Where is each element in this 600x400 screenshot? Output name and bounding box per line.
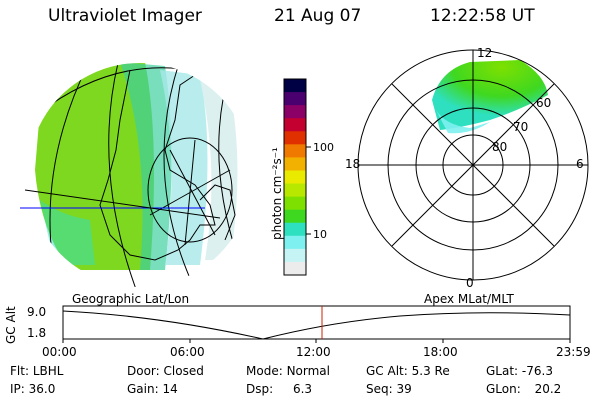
polar-hour-bottom: 0: [466, 276, 474, 290]
status-glat: GLat: -76.3: [486, 364, 553, 378]
dsp-label: Dsp:: [246, 382, 274, 396]
door-value: Closed: [163, 364, 204, 378]
ip-label: IP:: [10, 382, 25, 396]
time-tick-0000: 00:00: [42, 345, 77, 359]
status-mode: Mode: Normal: [246, 364, 330, 378]
polar-hour-left: 18: [345, 157, 361, 171]
time-tick-0600: 06:00: [170, 345, 205, 359]
filter-label: Flt:: [10, 364, 29, 378]
time-tick-2359: 23:59: [556, 345, 591, 359]
seq-value: 39: [396, 382, 412, 396]
colorbar-band: [284, 235, 306, 250]
status-dsp: Dsp: 6.3: [246, 382, 312, 396]
time-label: 12:22:58 UT: [430, 6, 535, 26]
colorbar-band: [284, 92, 306, 106]
status-gc-alt: GC Alt: 5.3 Re: [366, 364, 450, 378]
polar-hour-right: 6: [576, 157, 584, 171]
glon-value: 20.2: [534, 382, 562, 396]
gain-value: 14: [162, 382, 178, 396]
colorbar-band: [284, 183, 306, 198]
geographic-image: [20, 63, 252, 287]
gc-alt-value: 5.3 Re: [411, 364, 450, 378]
time-tick-1200: 12:00: [296, 345, 331, 359]
colorbar-band: [284, 248, 306, 263]
polar-ring-80: 80: [492, 140, 508, 154]
dsp-value: 6.3: [292, 382, 313, 396]
glat-label: GLat:: [486, 364, 519, 378]
date-label: 21 Aug 07: [274, 6, 362, 26]
status-seq: Seq: 39: [366, 382, 412, 396]
colorbar-band: [284, 157, 306, 172]
door-label: Door:: [127, 364, 160, 378]
colorbar-tick-10: 10: [313, 228, 327, 241]
altitude-timeline: [62, 305, 571, 343]
colorbar-band: [284, 209, 306, 224]
colorbar-band: [284, 105, 306, 119]
timeline-y-top: 9.0: [27, 305, 47, 319]
gain-label: Gain:: [127, 382, 159, 396]
colorbar-tick-100: 100: [313, 141, 334, 154]
polar-ring-70: 70: [513, 120, 529, 134]
polar-plot: [357, 49, 589, 281]
glat-value: -76.3: [521, 364, 553, 378]
colorbar-band: [284, 118, 306, 132]
time-tick-1800: 18:00: [423, 345, 458, 359]
ip-value: 36.0: [28, 382, 56, 396]
colorbar-band: [284, 170, 306, 185]
colorbar-band: [284, 131, 306, 145]
polar-ring-60: 60: [536, 96, 552, 110]
filter-value: LBHL: [32, 364, 64, 378]
timeline-right-title: Apex MLat/MLT: [424, 292, 514, 306]
colorbar: [283, 78, 311, 276]
status-ip: IP: 36.0: [10, 382, 55, 396]
gc-alt-label: GC Alt:: [366, 364, 408, 378]
mode-value: Normal: [286, 364, 330, 378]
status-door: Door: Closed: [127, 364, 204, 378]
polar-hour-top: 12: [477, 46, 493, 60]
instrument-title: Ultraviolet Imager: [48, 6, 202, 26]
status-glon: GLon: 20.2: [486, 382, 561, 396]
seq-label: Seq:: [366, 382, 393, 396]
colorbar-unit-label: photon cm⁻²s⁻¹: [270, 147, 284, 240]
colorbar-band: [284, 261, 306, 276]
colorbar-band: [284, 79, 306, 93]
timeline-y-axis-label: GC Alt: [4, 306, 18, 344]
colorbar-band: [284, 144, 306, 158]
mode-label: Mode:: [246, 364, 283, 378]
colorbar-band: [284, 222, 306, 237]
glon-label: GLon:: [486, 382, 521, 396]
status-filter: Flt: LBHL: [10, 364, 63, 378]
colorbar-band: [284, 196, 306, 211]
status-gain: Gain: 14: [127, 382, 178, 396]
timeline-left-title: Geographic Lat/Lon: [72, 292, 190, 306]
timeline-y-bottom: 1.8: [27, 326, 47, 340]
